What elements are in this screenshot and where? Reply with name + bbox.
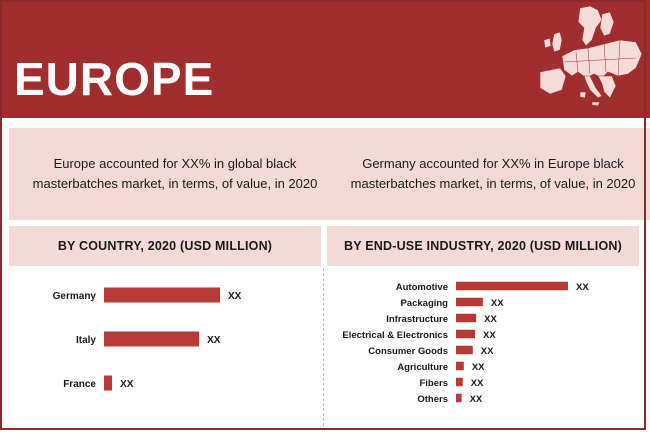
bar <box>456 361 464 371</box>
bar <box>104 375 113 391</box>
value-label: XX <box>576 282 589 293</box>
category-label: Fibers <box>419 378 448 389</box>
category-label: France <box>63 379 96 390</box>
bar <box>104 287 220 303</box>
bar <box>456 281 568 291</box>
category-label: Agriculture <box>397 362 448 373</box>
header-banner <box>0 0 650 118</box>
value-label: XX <box>470 394 483 405</box>
stat-panel-germany: Germany accounted for XX% in Europe blac… <box>327 128 650 220</box>
bar <box>456 393 462 403</box>
bar <box>104 331 200 347</box>
industry-section-title: BY END-USE INDUSTRY, 2020 (USD MILLION) <box>344 239 622 253</box>
country-section-header: BY COUNTRY, 2020 (USD MILLION) <box>9 226 321 266</box>
stat-text-europe: Europe accounted for XX% in global black… <box>32 156 318 191</box>
industry-section-header: BY END-USE INDUSTRY, 2020 (USD MILLION) <box>327 226 639 266</box>
value-label: XX <box>484 314 497 325</box>
category-label: Consumer Goods <box>368 346 448 357</box>
bar <box>456 313 477 323</box>
category-label: Infrastructure <box>386 314 448 325</box>
bar <box>456 329 476 339</box>
stat-panel-europe: Europe accounted for XX% in global black… <box>9 128 341 220</box>
value-label: XX <box>120 379 134 390</box>
bar <box>456 377 463 387</box>
category-label: Germany <box>53 291 97 302</box>
country-bar-chart: Germany XX Italy XX France XX <box>53 287 242 391</box>
region-title: EUROPE <box>14 53 215 105</box>
industry-bar-chart: Automotive XX Packaging XX Infrastructure XX E… <box>342 281 589 405</box>
value-label: XX <box>483 330 496 341</box>
stat-text-germany: Germany accounted for XX% in Europe blac… <box>350 156 636 191</box>
value-label: XX <box>207 335 221 346</box>
chart-divider <box>323 268 324 426</box>
value-label: XX <box>491 298 504 309</box>
bar <box>456 345 473 355</box>
bar <box>456 297 483 307</box>
value-label: XX <box>472 362 485 373</box>
value-label: XX <box>481 346 494 357</box>
value-label: XX <box>228 291 242 302</box>
category-label: Italy <box>76 335 96 346</box>
country-section-title: BY COUNTRY, 2020 (USD MILLION) <box>57 239 273 253</box>
value-label: XX <box>471 378 484 389</box>
category-label: Others <box>417 394 448 405</box>
category-label: Packaging <box>400 298 448 309</box>
category-label: Automotive <box>396 282 448 293</box>
category-label: Electrical & Electronics <box>342 330 448 341</box>
europe-map-icon <box>539 6 643 107</box>
